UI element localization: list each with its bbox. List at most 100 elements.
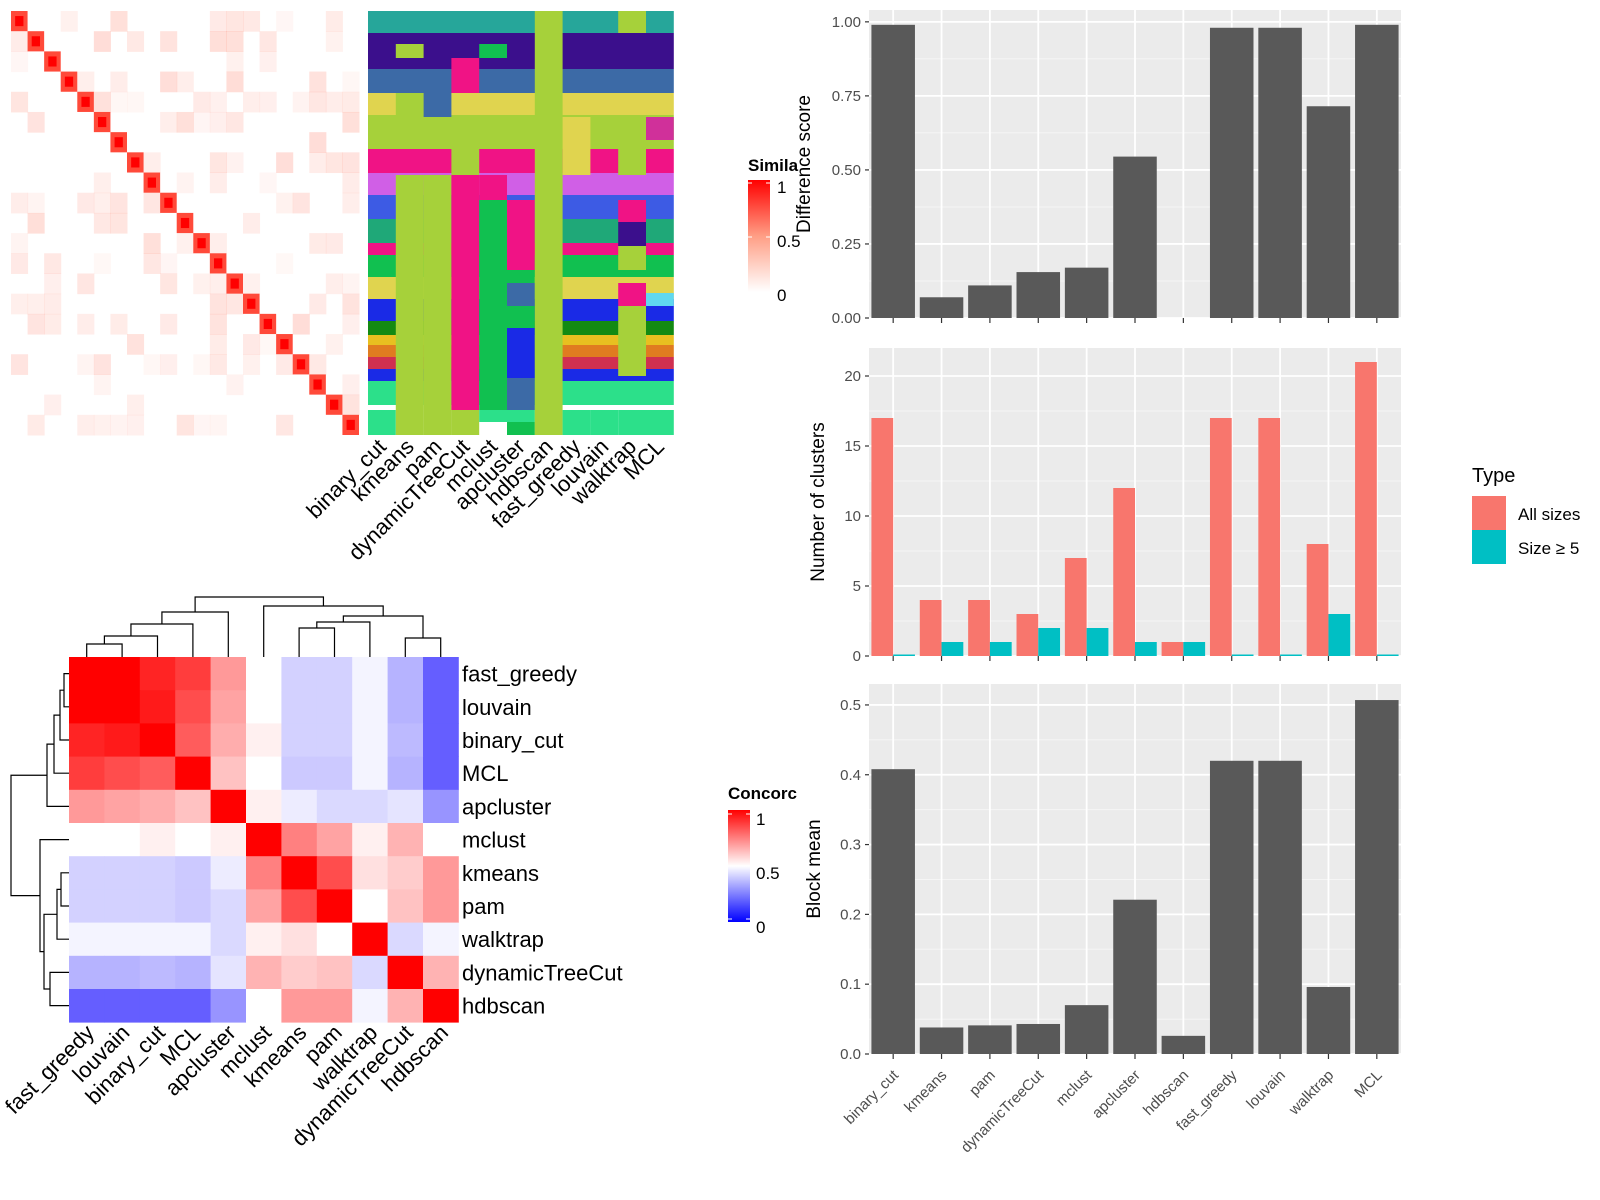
cluster-cell xyxy=(618,246,646,270)
dendrogram-branch xyxy=(404,637,442,657)
similarity-legend-tick-0: 0 xyxy=(777,286,786,305)
x-tick-label: dynamicTreeCut xyxy=(958,1066,1048,1156)
concordance-cell xyxy=(210,823,247,857)
y-tick-label: 0.1 xyxy=(840,976,861,993)
similarity-cell xyxy=(160,71,178,93)
similarity-cell xyxy=(143,233,161,254)
similarity-cell xyxy=(93,414,111,436)
similarity-cell xyxy=(243,91,261,113)
bar-all-sizes xyxy=(1258,418,1281,656)
similarity-cell xyxy=(276,152,294,174)
similarity-heatmap xyxy=(11,11,360,436)
concordance-row-label: hdbscan xyxy=(462,994,545,1019)
concordance-cell xyxy=(175,756,211,791)
y-tick-label: 0.75 xyxy=(832,88,861,105)
similarity-cell xyxy=(44,313,62,335)
concordance-legend-tick-1: 1 xyxy=(756,810,765,829)
bar-all-sizes xyxy=(919,600,942,656)
concordance-cell xyxy=(104,922,141,957)
cluster-cell xyxy=(451,410,480,435)
similarity-cell xyxy=(226,374,244,396)
bar-size-ge-5 xyxy=(1280,654,1302,656)
similarity-cell xyxy=(276,192,294,214)
similarity-cell xyxy=(226,152,244,174)
similarity-cell xyxy=(226,293,244,315)
concordance-cell xyxy=(210,922,247,957)
concordance-cell xyxy=(104,789,141,824)
cluster-cell xyxy=(479,44,507,58)
row-dendrogram xyxy=(10,672,69,1007)
bar xyxy=(1355,700,1399,1054)
cluster-cell xyxy=(646,117,674,140)
cluster-cell xyxy=(451,175,480,410)
cluster-band xyxy=(368,11,674,33)
concordance-cell xyxy=(281,789,318,824)
concordance-cell xyxy=(387,856,424,890)
similarity-cell xyxy=(226,31,244,52)
similarity-cell xyxy=(243,212,261,234)
concordance-cell xyxy=(352,756,388,791)
x-tick-label: walktrap xyxy=(1285,1067,1337,1119)
bar xyxy=(1064,1005,1109,1054)
bar-size-ge-5 xyxy=(1328,614,1351,656)
similarity-diagonal-core xyxy=(263,318,272,329)
block-mean-chart: 0.0 0.1 0.2 0.3 0.4 0.5 Block mean binary_cut km… xyxy=(804,684,1401,1156)
similarity-cell xyxy=(77,273,95,295)
x-tick-label: pam xyxy=(966,1067,999,1100)
concordance-cell xyxy=(281,657,318,691)
similarity-diagonal-core xyxy=(131,157,140,168)
concordance-cell xyxy=(139,789,176,824)
dendrogram-branch xyxy=(46,743,69,808)
dendrogram-branch xyxy=(56,888,69,940)
dendrogram-branch xyxy=(53,714,69,774)
similarity-cell xyxy=(243,273,261,295)
similarity-cell xyxy=(44,273,62,295)
bar-all-sizes xyxy=(1209,418,1232,656)
similarity-cell xyxy=(209,111,227,133)
bar-size-ge-5 xyxy=(1231,654,1254,656)
concordance-cell xyxy=(104,756,141,791)
cluster-cell xyxy=(562,117,591,175)
concordance-cell xyxy=(246,889,282,923)
bar xyxy=(1113,156,1157,318)
y-tick-label: 0.2 xyxy=(840,906,861,923)
concordance-cell xyxy=(316,889,353,923)
y-tick-label: 0.50 xyxy=(832,162,861,179)
similarity-cell xyxy=(110,192,128,214)
similarity-cell xyxy=(209,273,227,295)
cluster-cell xyxy=(479,175,507,200)
similarity-cell xyxy=(143,354,161,375)
similarity-diagonal-core xyxy=(180,217,190,229)
similarity-cell xyxy=(143,152,161,174)
x-tick-label: mclust xyxy=(1053,1066,1096,1109)
concordance-cell xyxy=(387,889,424,923)
cluster-cell xyxy=(646,293,674,306)
similarity-cell xyxy=(110,212,128,234)
similarity-cell xyxy=(27,111,45,133)
concordance-cell xyxy=(210,889,247,923)
concordance-row-label: mclust xyxy=(462,828,526,853)
similarity-cell xyxy=(176,172,194,194)
bar xyxy=(919,1027,964,1054)
similarity-cell xyxy=(93,192,111,214)
cluster-cell xyxy=(590,410,619,435)
type-legend-label-size-5: Size ≥ 5 xyxy=(1518,539,1579,558)
similarity-cell xyxy=(342,111,360,133)
similarity-cell xyxy=(176,233,194,254)
cluster-cell xyxy=(423,175,452,410)
similarity-cell xyxy=(342,374,360,396)
similarity-cell xyxy=(160,354,178,375)
similarity-cell xyxy=(226,111,244,133)
similarity-cell xyxy=(325,334,343,355)
bar-all-sizes xyxy=(1016,614,1039,656)
similarity-legend-title: Simila xyxy=(748,156,799,175)
concordance-cell xyxy=(352,657,388,691)
y-tick-label: 15 xyxy=(844,438,861,455)
similarity-cell xyxy=(309,132,327,153)
similarity-cell xyxy=(77,313,95,335)
similarity-cell xyxy=(93,212,111,234)
bar-all-sizes xyxy=(1064,558,1087,656)
y-tick-label: 0.00 xyxy=(832,310,861,327)
bar-size-ge-5 xyxy=(989,642,1012,656)
cluster-cell xyxy=(395,410,424,435)
